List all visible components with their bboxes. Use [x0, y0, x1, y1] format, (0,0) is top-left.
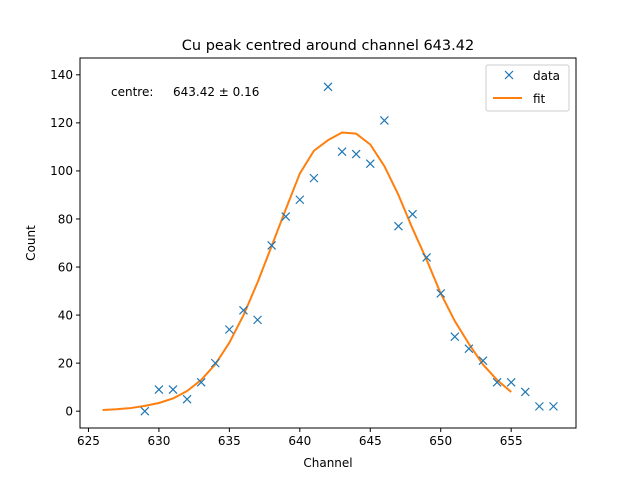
data-point — [140, 406, 150, 416]
data-point — [337, 147, 347, 157]
data-point — [168, 385, 178, 394]
data-point — [408, 209, 417, 219]
data-point — [549, 401, 558, 411]
data-point — [210, 358, 220, 368]
y-tick-label: 120 — [50, 116, 73, 130]
y-tick-label: 100 — [50, 164, 73, 178]
x-axis-ticks: 625 630 635 640 645 650 655 — [77, 428, 523, 448]
fit-line — [102, 131, 512, 411]
data-point — [422, 252, 432, 262]
y-tick-label: 60 — [58, 260, 73, 274]
data-point — [492, 377, 502, 387]
data-point — [379, 116, 389, 125]
data-point — [478, 356, 488, 366]
data-point — [239, 305, 248, 315]
y-axis-label: Count — [24, 225, 38, 261]
data-point — [520, 387, 530, 397]
y-axis-ticks: 0 20 40 60 80 100 120 140 — [50, 68, 80, 418]
data-point — [253, 315, 262, 325]
x-axis-label: Channel — [303, 456, 352, 470]
y-tick-label: 40 — [58, 308, 73, 322]
centre-annotation: centre: 643.42 ± 0.16 — [111, 85, 259, 99]
data-point — [182, 394, 192, 404]
data-point — [224, 325, 234, 334]
legend: data fit — [485, 64, 570, 112]
x-tick-label: 635 — [218, 434, 241, 448]
y-tick-label: 80 — [58, 212, 73, 226]
x-tick-label: 650 — [429, 434, 452, 448]
legend-label-data: data — [533, 69, 560, 83]
data-point — [154, 385, 164, 394]
data-point — [323, 82, 333, 92]
legend-label-fit: fit — [533, 92, 546, 106]
data-point — [436, 289, 446, 298]
x-tick-label: 630 — [147, 434, 170, 448]
x-tick-label: 655 — [500, 434, 523, 448]
data-point — [506, 377, 516, 387]
data-point — [365, 159, 375, 169]
data-point — [450, 332, 460, 342]
centre-annotation-value: 643.42 ± 0.16 — [173, 85, 259, 99]
data-point — [196, 377, 206, 387]
centre-annotation-label: centre: — [111, 85, 153, 99]
axes-frame — [79, 57, 577, 429]
data-point — [351, 149, 361, 159]
y-tick-label: 140 — [50, 68, 73, 82]
data-point — [534, 401, 544, 411]
data-point — [464, 344, 474, 354]
data-point — [281, 212, 291, 221]
data-point — [394, 221, 403, 231]
data-point — [309, 173, 319, 183]
y-tick-label: 20 — [58, 356, 73, 370]
legend-marker-data — [504, 70, 514, 80]
y-tick-label: 0 — [65, 404, 73, 418]
data-point — [267, 240, 277, 250]
chart-title: Cu peak centred around channel 643.42 — [182, 38, 474, 54]
plot-area — [102, 82, 558, 416]
data-point — [295, 195, 305, 205]
x-tick-label: 645 — [359, 434, 382, 448]
x-tick-label: 640 — [288, 434, 311, 448]
x-tick-label: 625 — [77, 434, 100, 448]
fit-layer — [102, 131, 512, 411]
data-layer — [140, 82, 558, 416]
